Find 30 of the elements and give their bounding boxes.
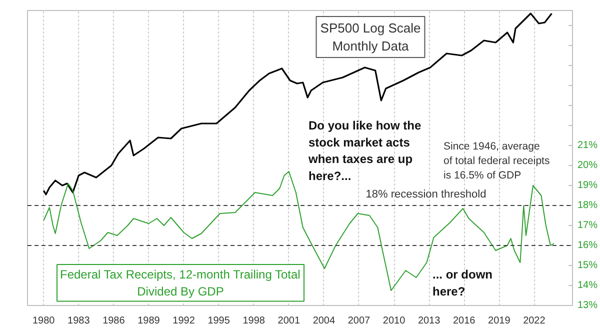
annotation: Do you like how the stock market acts when taxes are up here?...	[308, 118, 422, 183]
x-tick-label: 2013	[418, 316, 441, 326]
x-tick-label: 1980	[32, 316, 56, 326]
y-tick-label: 14%	[578, 280, 598, 291]
y-tick-label: 19%	[578, 180, 598, 191]
y-tick-label: 21%	[578, 140, 598, 151]
x-tick-label: 1989	[138, 316, 160, 326]
x-tick-label: 1986	[102, 316, 126, 326]
series-label: Federal Tax Receipts, 12-month Trailing Total Divided By GDP	[60, 268, 300, 298]
annotation: Since 1946, average of total federal receipts is 16.5% of GDP	[444, 140, 550, 182]
y-tick-label: 13%	[578, 300, 598, 311]
y-tick-label: 15%	[578, 260, 598, 271]
x-tick-label: 1995	[208, 316, 230, 326]
annotation: SP500 Log Scale Monthly Data	[320, 20, 421, 54]
y-tick-label: 17%	[578, 220, 598, 231]
y-tick-label: 20%	[578, 160, 598, 171]
x-tick-label: 2019	[488, 316, 511, 326]
y-tick-label: 18%	[578, 200, 598, 211]
x-tick-label: 2004	[312, 316, 336, 326]
x-tick-label: 2010	[382, 316, 406, 326]
x-tick-label: 2022	[523, 316, 546, 326]
annotation: ... or down here?	[432, 268, 492, 298]
x-tick-label: 1998	[242, 316, 266, 326]
x-tick-label: 2016	[452, 316, 476, 326]
y-tick-label: 16%	[578, 240, 598, 251]
x-tick-label: 1992	[172, 316, 196, 326]
x-tick-label: 2007	[348, 316, 371, 326]
x-tick-label: 1983	[68, 316, 90, 326]
ref-line-label: 18% recession threshold	[366, 188, 486, 200]
x-tick-label: 2001	[278, 316, 300, 326]
